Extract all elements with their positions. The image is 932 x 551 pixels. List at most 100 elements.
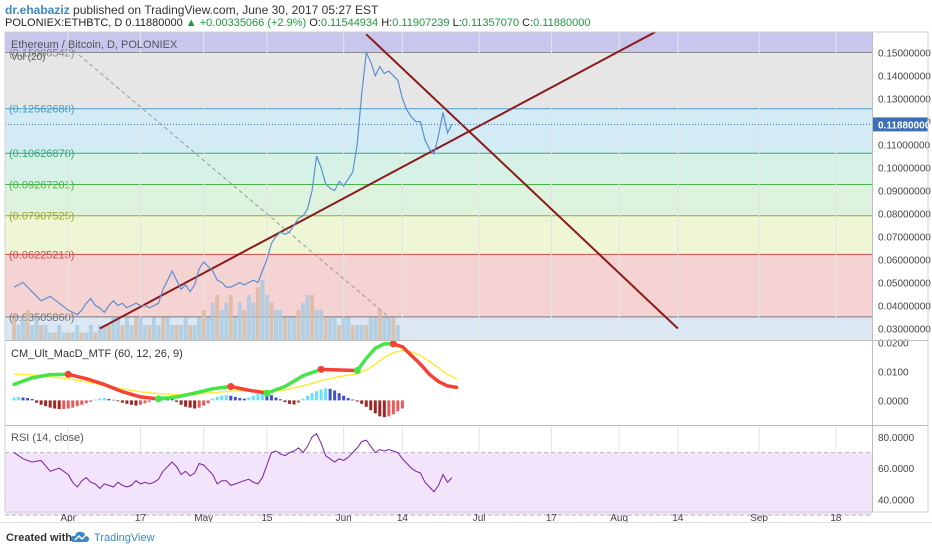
- volume-bar: [93, 333, 97, 341]
- volume-bar: [337, 325, 341, 340]
- volume-bar: [75, 325, 79, 340]
- volume-bar: [166, 318, 170, 341]
- volume-bar: [30, 325, 34, 340]
- macd-histogram-bar: [112, 400, 115, 401]
- volume-bar: [211, 303, 215, 341]
- volume-bar: [48, 333, 52, 341]
- volume-bar: [265, 295, 269, 340]
- volume-bar: [229, 295, 233, 340]
- macd-histogram-bar: [89, 400, 92, 401]
- macd-histogram-bar: [220, 396, 223, 401]
- volume-bar: [287, 318, 291, 341]
- macd-line-segment: [448, 386, 457, 387]
- volume-label: Vol (20): [11, 52, 45, 63]
- y-tick-label: 0.04000000: [878, 302, 931, 313]
- macd-histogram-bar: [311, 393, 314, 400]
- macd-histogram-bar: [175, 400, 178, 401]
- low-value: 0.11357070: [462, 17, 519, 29]
- macd-histogram-bar: [121, 400, 124, 402]
- macd-histogram-bar: [378, 400, 381, 416]
- fib-zone: [5, 109, 872, 153]
- macd-histogram-bar: [76, 400, 79, 406]
- x-tick-label: 14: [397, 513, 409, 522]
- macd-histogram-bar: [360, 400, 363, 403]
- macd-histogram-bar: [274, 397, 277, 400]
- x-tick-label: 17: [135, 513, 147, 522]
- volume-bar: [387, 318, 391, 341]
- macd-histogram-bar: [184, 400, 187, 406]
- fib-level-label: (0.09267201): [9, 179, 74, 191]
- macd-y-tick-label: 0.0000: [878, 396, 909, 407]
- fib-zone: [5, 254, 872, 317]
- volume-bar: [206, 318, 210, 341]
- close-label: C:: [522, 17, 533, 29]
- y-tick-label: 0.06000000: [878, 256, 931, 267]
- macd-histogram-bar: [193, 400, 196, 408]
- macd-y-tick-label: 0.0100: [878, 367, 909, 378]
- macd-histogram-bar: [329, 389, 332, 401]
- macd-histogram-bar: [80, 400, 83, 404]
- volume-bar: [120, 325, 124, 340]
- volume-bar: [17, 325, 21, 340]
- volume-bar: [224, 303, 228, 341]
- macd-histogram-bar: [216, 397, 219, 400]
- chart-canvas: (0.15008542)(0.12562688)(0.10626878)(0.0…: [0, 0, 932, 522]
- x-tick-label: Jun: [336, 513, 352, 522]
- last-price: 0.11880000: [125, 17, 182, 29]
- volume-bar: [215, 295, 219, 340]
- x-tick-label: Sep: [750, 513, 768, 522]
- macd-cross-dot: [354, 367, 361, 374]
- volume-bar: [324, 318, 328, 341]
- macd-histogram-bar: [26, 398, 29, 400]
- macd-histogram-bar: [347, 398, 350, 400]
- volume-bar: [161, 318, 165, 341]
- footer: Created with TradingView: [0, 522, 932, 551]
- macd-histogram-bar: [333, 391, 336, 401]
- macd-histogram-bar: [247, 397, 250, 400]
- macd-histogram-bar: [49, 400, 52, 407]
- publish-header: dr.ehabaziz published on TradingView.com…: [5, 3, 378, 17]
- macd-histogram-bar: [180, 400, 183, 404]
- volume-bar: [355, 325, 359, 340]
- volume-bar: [342, 318, 346, 341]
- y-tick-label: 0.07000000: [878, 233, 931, 244]
- volume-bar: [44, 325, 48, 340]
- change-value: +0.00335066 (+2.9%): [200, 17, 306, 29]
- macd-histogram-bar: [13, 397, 16, 400]
- volume-bar: [89, 325, 93, 340]
- macd-histogram-bar: [58, 400, 61, 409]
- rsi-y-tick-label: 40.0000: [878, 495, 915, 506]
- macd-histogram-bar: [202, 400, 205, 405]
- macd-histogram-bar: [31, 399, 34, 400]
- x-tick-label: 18: [830, 513, 842, 522]
- x-tick-label: 17: [546, 513, 558, 522]
- volume-bar: [197, 318, 201, 341]
- volume-bar: [157, 325, 161, 340]
- macd-histogram-bar: [67, 400, 70, 408]
- volume-bar: [53, 333, 57, 341]
- macd-histogram-bar: [387, 400, 390, 416]
- macd-histogram-bar: [94, 400, 97, 401]
- macd-histogram-bar: [243, 399, 246, 401]
- volume-bar: [251, 303, 255, 341]
- low-label: L:: [453, 17, 462, 29]
- change-arrow: ▲: [186, 17, 197, 29]
- volume-bar: [346, 318, 350, 341]
- macd-histogram-bar: [256, 394, 259, 400]
- volume-bar: [220, 310, 224, 340]
- macd-histogram-bar: [351, 400, 354, 401]
- x-tick-label: Aug: [610, 513, 628, 522]
- macd-histogram-bar: [225, 395, 228, 400]
- volume-bar: [138, 318, 142, 341]
- volume-bar: [396, 325, 400, 340]
- volume-bar: [319, 310, 323, 340]
- volume-bar: [71, 333, 75, 341]
- macd-histogram-bar: [22, 397, 25, 400]
- author-link[interactable]: dr.ehabaziz: [5, 3, 70, 17]
- x-tick-label: Apr: [60, 513, 76, 522]
- tradingview-link[interactable]: TradingView: [94, 532, 155, 544]
- x-tick-label: 15: [261, 513, 273, 522]
- macd-histogram-bar: [198, 400, 201, 407]
- volume-bar: [193, 325, 197, 340]
- macd-histogram-bar: [53, 400, 56, 408]
